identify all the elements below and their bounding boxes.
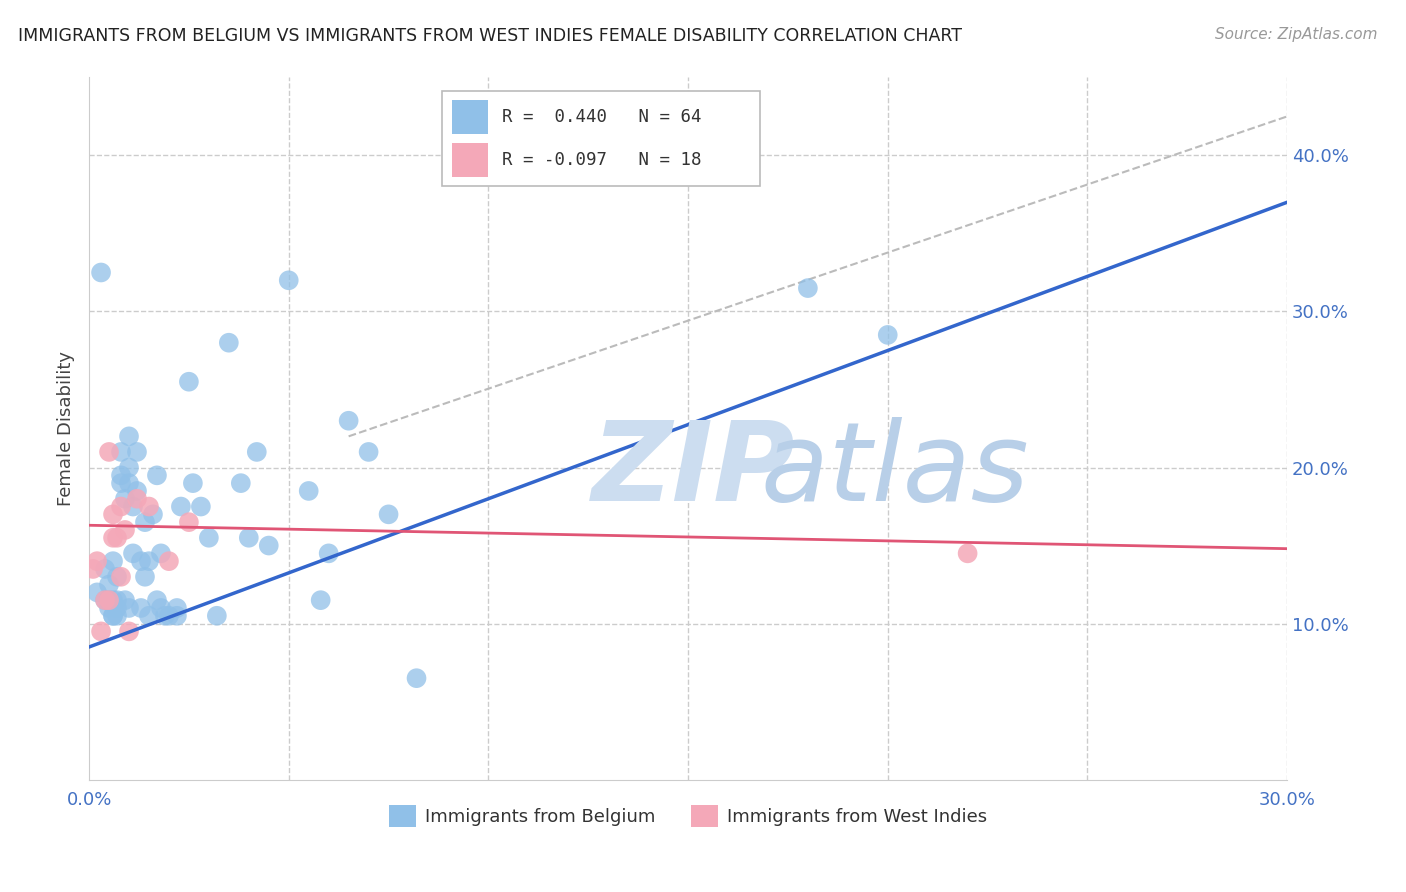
Point (337, 414, 360, 428)
Point (797, 281, 820, 295)
Point (134, 570, 156, 584)
Point (205, 608, 228, 623)
Point (90, 624, 112, 639)
Point (157, 608, 180, 623)
Point (90, 265, 112, 279)
Point (149, 546, 172, 560)
FancyBboxPatch shape (453, 101, 488, 134)
Point (138, 500, 160, 514)
Point (129, 601, 152, 615)
Point (138, 608, 160, 623)
Legend: Immigrants from Belgium, Immigrants from West Indies: Immigrants from Belgium, Immigrants from… (381, 797, 994, 834)
Point (129, 554, 152, 568)
Point (122, 500, 145, 514)
Point (105, 593, 128, 607)
Y-axis label: Female Disability: Female Disability (58, 351, 75, 506)
Point (98, 593, 121, 607)
Text: R = -0.097   N = 18: R = -0.097 N = 18 (502, 151, 702, 169)
Point (876, 327, 898, 342)
Point (298, 483, 321, 498)
Point (94, 562, 117, 576)
Point (105, 601, 128, 615)
Point (101, 531, 124, 545)
Point (377, 508, 399, 522)
Point (134, 515, 156, 529)
Text: Source: ZipAtlas.com: Source: ZipAtlas.com (1215, 27, 1378, 42)
Point (138, 554, 160, 568)
Point (218, 335, 240, 350)
Point (190, 500, 212, 514)
Point (118, 476, 141, 491)
Point (110, 468, 132, 483)
Point (177, 515, 200, 529)
Point (86, 554, 108, 568)
Point (146, 593, 169, 607)
Point (309, 593, 332, 607)
Point (125, 445, 148, 459)
Point (181, 476, 204, 491)
Text: ZIP: ZIP (592, 417, 796, 524)
Point (114, 523, 136, 537)
Point (105, 570, 128, 584)
Point (125, 491, 148, 506)
Point (149, 601, 172, 615)
Point (157, 554, 180, 568)
Text: atlas: atlas (761, 417, 1029, 524)
Point (94, 593, 117, 607)
Point (198, 531, 221, 545)
Point (114, 491, 136, 506)
Point (177, 375, 200, 389)
Point (257, 539, 280, 553)
Point (122, 546, 145, 560)
Point (125, 483, 148, 498)
Point (166, 601, 188, 615)
FancyBboxPatch shape (443, 92, 761, 186)
Point (166, 608, 188, 623)
Point (110, 570, 132, 584)
Point (101, 554, 124, 568)
Point (229, 476, 252, 491)
Point (110, 500, 132, 514)
Point (146, 468, 169, 483)
Point (101, 593, 124, 607)
Point (98, 577, 121, 591)
Point (357, 445, 380, 459)
Point (101, 508, 124, 522)
Point (82, 562, 104, 576)
Point (118, 624, 141, 639)
Point (246, 445, 269, 459)
Point (110, 476, 132, 491)
Point (98, 601, 121, 615)
Point (142, 508, 165, 522)
Point (86, 585, 108, 599)
FancyBboxPatch shape (453, 143, 488, 177)
Point (105, 531, 128, 545)
Point (101, 608, 124, 623)
Point (110, 445, 132, 459)
Point (98, 445, 121, 459)
Point (170, 500, 193, 514)
Point (105, 608, 128, 623)
Point (118, 460, 141, 475)
Text: IMMIGRANTS FROM BELGIUM VS IMMIGRANTS FROM WEST INDIES FEMALE DISABILITY CORRELA: IMMIGRANTS FROM BELGIUM VS IMMIGRANTS FR… (18, 27, 962, 45)
Point (118, 601, 141, 615)
Point (405, 671, 427, 685)
Point (277, 273, 299, 287)
Point (118, 429, 141, 443)
Text: R =  0.440   N = 64: R = 0.440 N = 64 (502, 108, 702, 127)
Point (114, 593, 136, 607)
Point (94, 593, 117, 607)
Point (956, 546, 979, 560)
Point (318, 546, 340, 560)
Point (238, 531, 260, 545)
Point (153, 608, 176, 623)
Point (101, 608, 124, 623)
Point (98, 593, 121, 607)
